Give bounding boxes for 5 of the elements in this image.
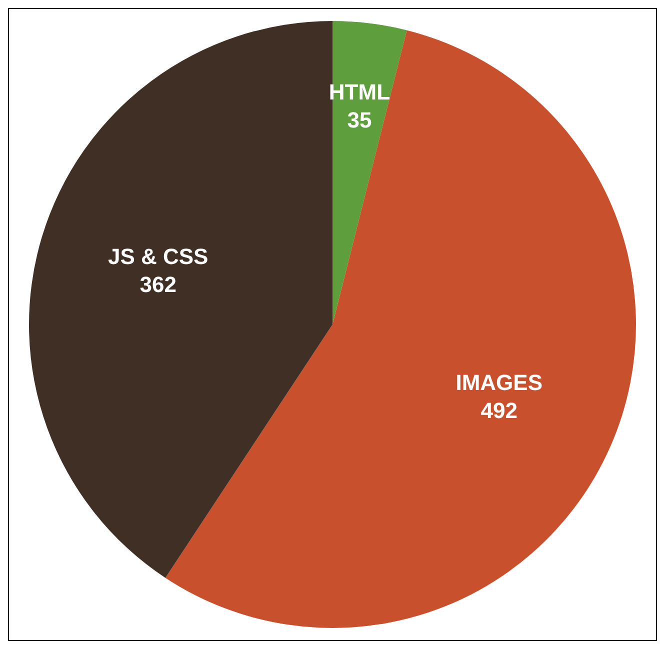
slice-label: JS & CSS	[108, 244, 208, 270]
slice-label: IMAGES	[456, 370, 543, 396]
data-label: 362	[140, 272, 176, 298]
data-label: 35	[347, 108, 372, 133]
data-label: 492	[480, 398, 518, 424]
